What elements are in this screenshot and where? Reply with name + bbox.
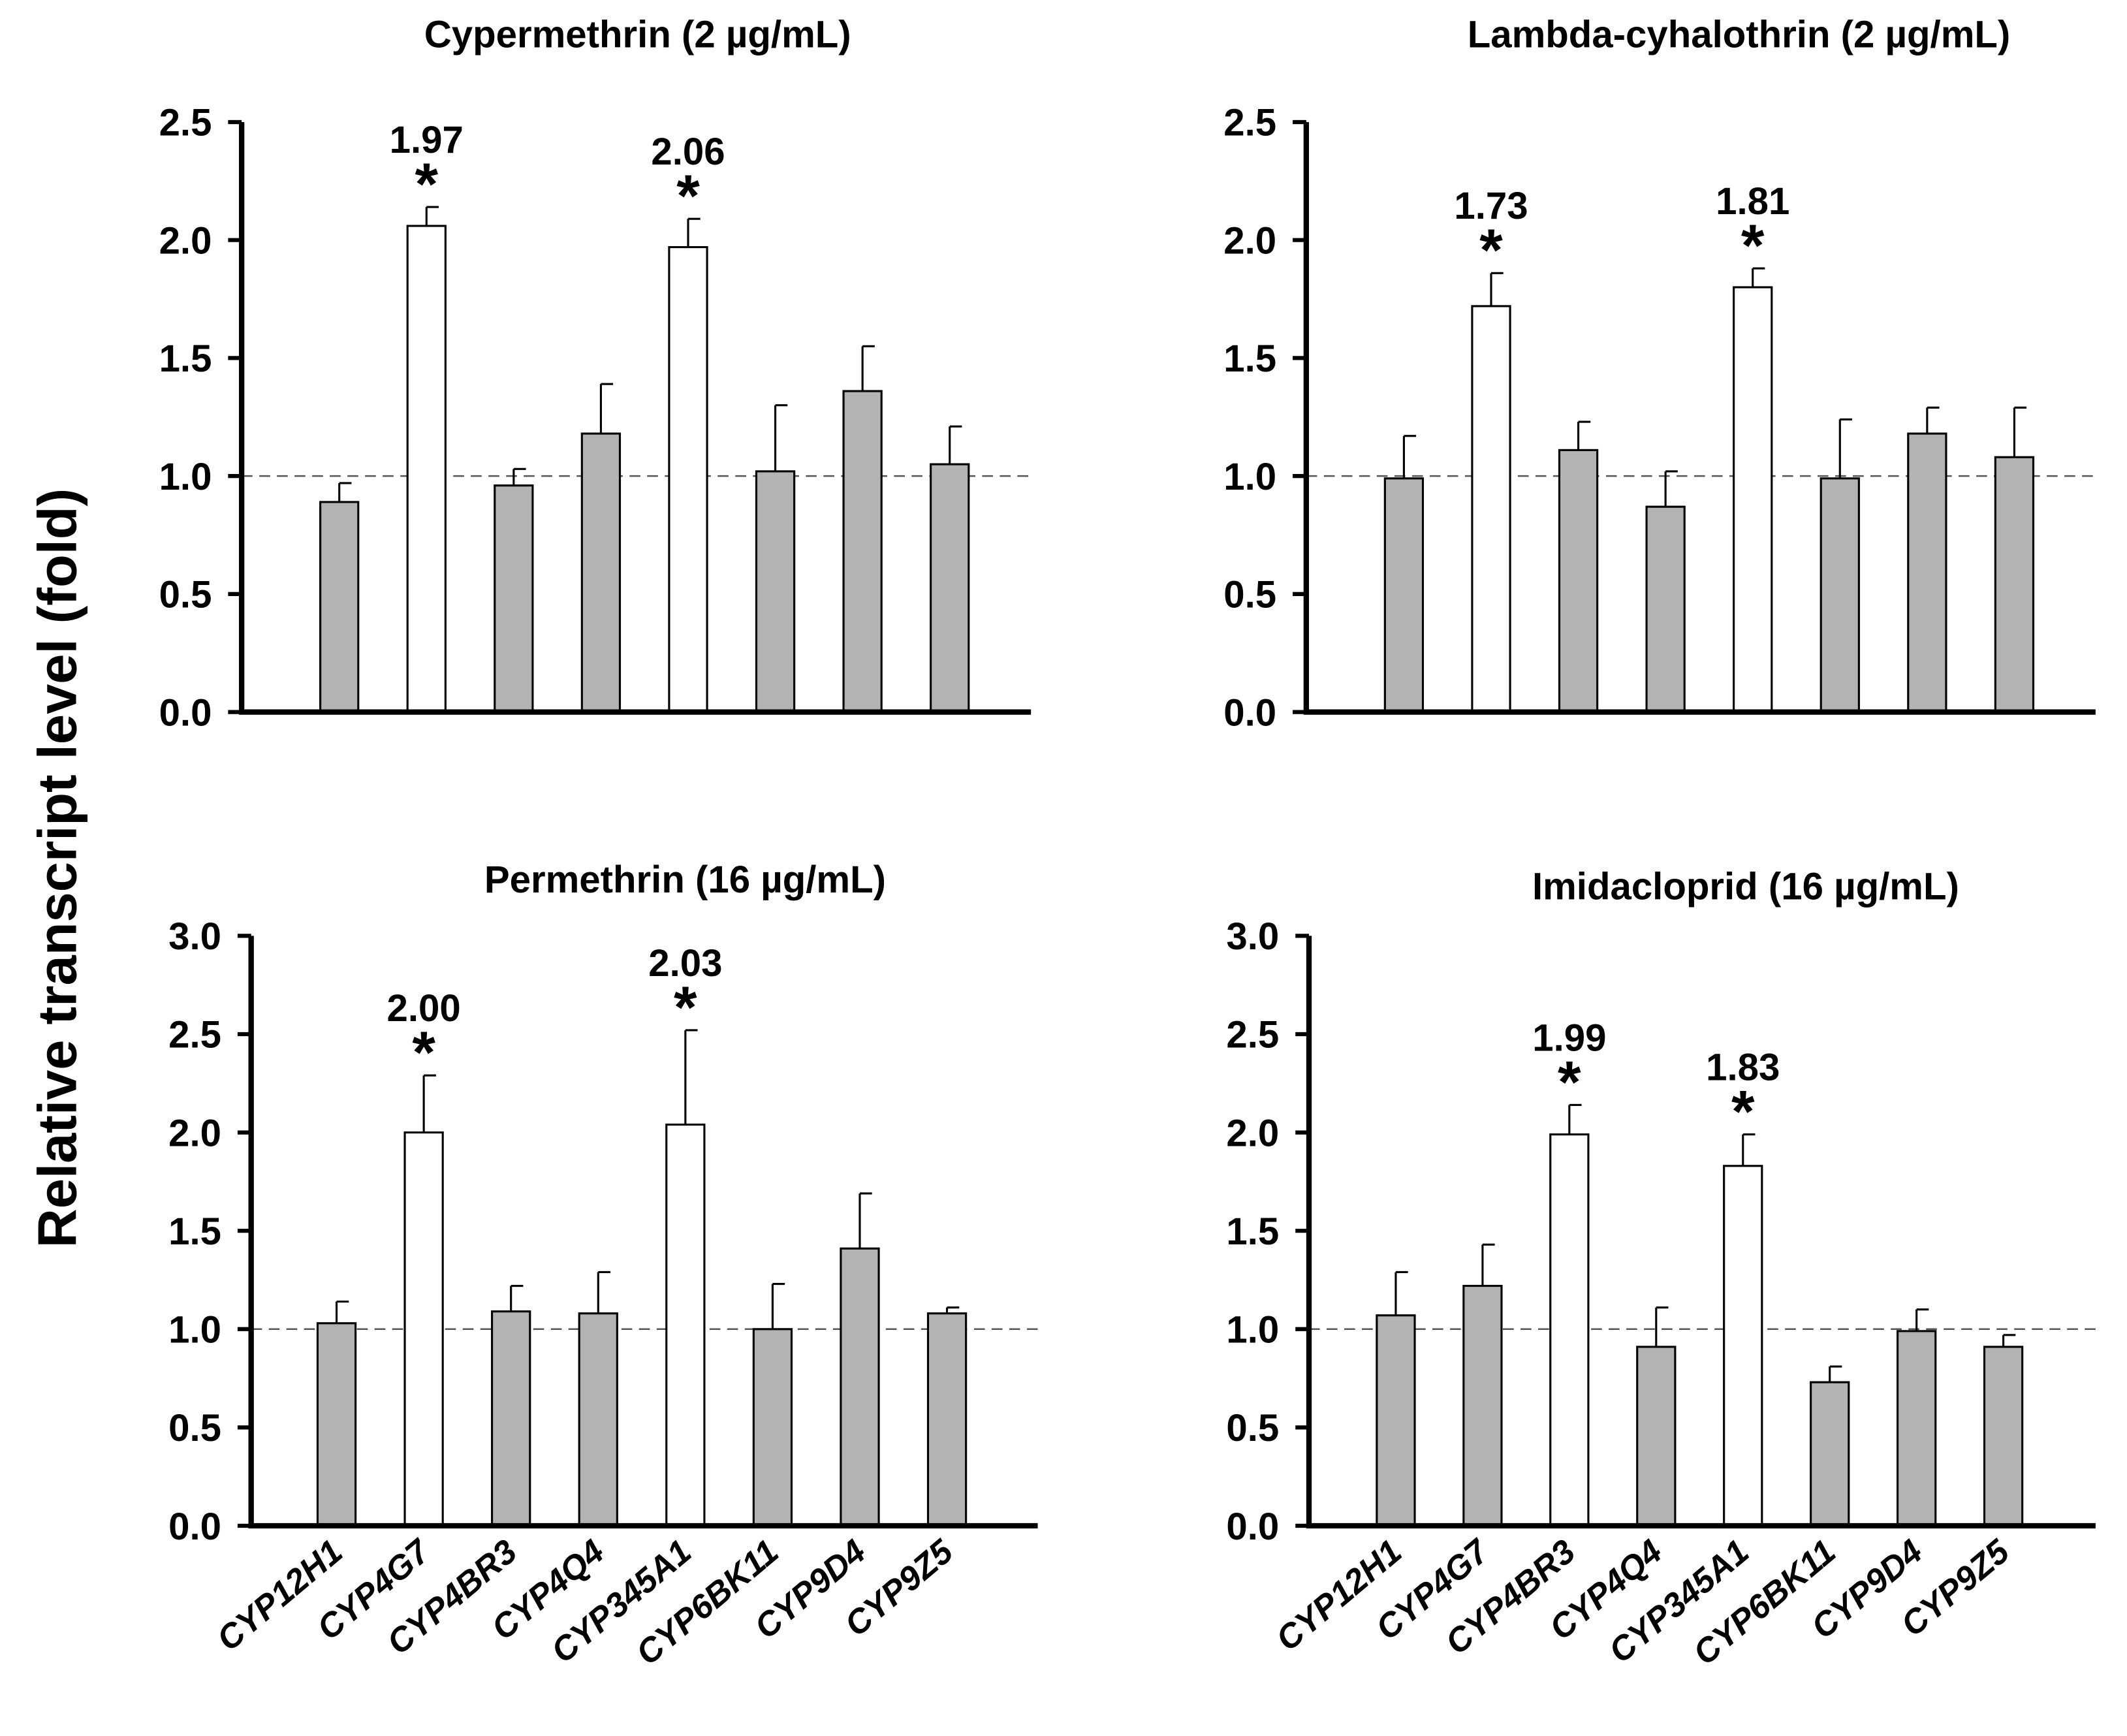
bar-CYP4Q4 xyxy=(1645,505,1686,714)
bar-CYP6BK11 xyxy=(1820,477,1860,714)
y-tick-label: 1.0 xyxy=(1226,1309,1279,1351)
y-tick-label: 2.0 xyxy=(1223,219,1276,262)
significance-star: * xyxy=(1479,217,1503,283)
y-tick-label: 2.5 xyxy=(159,102,212,144)
bar-CYP4G7 xyxy=(1471,305,1511,714)
y-tick-label: 2.5 xyxy=(1226,1014,1279,1056)
y-tick-label: 2.0 xyxy=(168,1112,221,1154)
bar-CYP345A1 xyxy=(668,245,708,714)
chart-title: Cypermethrin (2 µg/mL) xyxy=(424,14,851,56)
y-tick-label: 1.5 xyxy=(1226,1210,1279,1253)
bar-CYP9D4 xyxy=(840,1247,880,1527)
y-tick-label: 0.0 xyxy=(1226,1506,1279,1548)
bar-CYP12H1 xyxy=(316,1322,357,1527)
bar-CYP9Z5 xyxy=(1983,1346,2024,1527)
bar-CYP4Q4 xyxy=(1636,1346,1677,1527)
bar-CYP4BR3 xyxy=(494,484,534,714)
y-tick-label: 0.5 xyxy=(1223,574,1276,616)
significance-star: * xyxy=(676,163,700,229)
bar-CYP12H1 xyxy=(1376,1314,1416,1527)
bar-CYP9D4 xyxy=(1907,432,1947,714)
significance-star: * xyxy=(1741,212,1765,279)
bar-CYP9Z5 xyxy=(1994,456,2035,714)
bar-CYP4BR3 xyxy=(491,1310,531,1527)
bar-CYP4Q4 xyxy=(578,1312,618,1527)
bar-CYP9Z5 xyxy=(926,1312,968,1527)
y-tick-label: 0.0 xyxy=(168,1506,221,1548)
bar-CYP9D4 xyxy=(842,390,883,714)
bar-CYP12H1 xyxy=(1383,477,1425,714)
y-tick-label: 0.5 xyxy=(159,574,212,616)
y-tick-label: 0.0 xyxy=(159,691,212,734)
bar-CYP6BK11 xyxy=(1810,1381,1850,1527)
bar-CYP4BR3 xyxy=(1549,1133,1590,1527)
y-tick-label: 1.5 xyxy=(1223,338,1276,380)
significance-star: * xyxy=(415,151,438,217)
bar-CYP9Z5 xyxy=(930,463,970,714)
chart-title: Permethrin (16 µg/mL) xyxy=(484,859,886,901)
y-tick-label: 1.0 xyxy=(1223,456,1276,498)
bar-CYP6BK11 xyxy=(752,1328,793,1527)
y-tick-label: 2.5 xyxy=(1223,102,1276,144)
chart-title: Lambda-cyhalothrin (2 µg/mL) xyxy=(1468,14,2011,56)
data-label: 1.73 xyxy=(1454,185,1528,227)
y-axis-label: Relative transcript level (fold) xyxy=(27,488,88,1248)
data-label: 2.03 xyxy=(648,942,722,985)
bar-CYP4BR3 xyxy=(1558,449,1599,714)
y-tick-label: 3.0 xyxy=(168,915,221,958)
y-tick-label: 2.0 xyxy=(159,219,212,262)
bar-CYP9D4 xyxy=(1897,1330,1937,1527)
significance-star: * xyxy=(1558,1049,1581,1115)
y-tick-label: 0.5 xyxy=(168,1407,221,1449)
bar-CYP345A1 xyxy=(1733,286,1773,714)
bar-CYP345A1 xyxy=(665,1123,706,1527)
y-tick-label: 1.0 xyxy=(168,1309,221,1351)
y-tick-label: 1.5 xyxy=(168,1210,221,1253)
bar-CYP4G7 xyxy=(403,1131,444,1527)
significance-star: * xyxy=(674,974,697,1041)
data-label: 1.81 xyxy=(1716,180,1789,223)
bar-CYP345A1 xyxy=(1723,1165,1763,1527)
y-tick-label: 2.5 xyxy=(168,1014,221,1056)
significance-star: * xyxy=(1731,1078,1755,1144)
significance-star: * xyxy=(412,1019,435,1086)
y-tick-label: 3.0 xyxy=(1226,915,1279,958)
bar-CYP4G7 xyxy=(1462,1284,1503,1527)
y-tick-label: 0.0 xyxy=(1223,691,1276,734)
y-tick-label: 1.5 xyxy=(159,338,212,380)
bar-CYP4Q4 xyxy=(580,432,622,714)
y-tick-label: 1.0 xyxy=(159,456,212,498)
bar-CYP12H1 xyxy=(319,501,360,714)
data-label: 2.06 xyxy=(651,131,725,173)
bar-CYP6BK11 xyxy=(755,470,796,714)
bar-CYP4G7 xyxy=(406,225,447,714)
chart-title: Imidacloprid (16 µg/mL) xyxy=(1532,865,1959,907)
data-label: 1.83 xyxy=(1706,1047,1780,1089)
data-label: 1.97 xyxy=(390,119,464,161)
data-label: 1.99 xyxy=(1532,1017,1606,1059)
y-tick-label: 2.0 xyxy=(1226,1112,1279,1154)
data-label: 2.00 xyxy=(387,987,461,1030)
y-tick-label: 0.5 xyxy=(1226,1407,1279,1449)
